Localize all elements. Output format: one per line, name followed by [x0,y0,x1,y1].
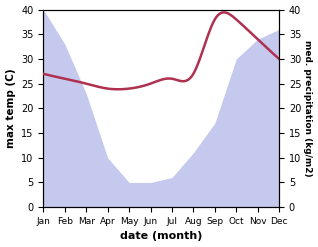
X-axis label: date (month): date (month) [120,231,203,242]
Y-axis label: med. precipitation (kg/m2): med. precipitation (kg/m2) [303,40,313,177]
Y-axis label: max temp (C): max temp (C) [5,69,16,148]
